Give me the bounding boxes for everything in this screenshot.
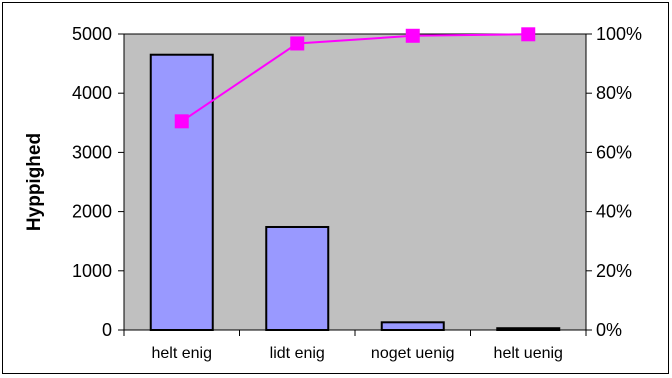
- cumulative-line: [181, 33, 529, 123]
- left-tick-label: 5000: [72, 24, 112, 44]
- left-tick-label: 2000: [72, 202, 112, 222]
- right-tick-label: 60%: [596, 142, 632, 162]
- right-axis-ticks: 0% 20% 40% 60% 80% 100%: [586, 24, 642, 340]
- line-marker-4: [521, 27, 536, 42]
- x-tick-label: helt enig: [152, 345, 213, 362]
- left-tick-label: 4000: [72, 83, 112, 103]
- right-tick-label: 0%: [596, 320, 622, 340]
- right-tick-label: 40%: [596, 202, 632, 222]
- left-axis-ticks: 0 1000 2000 3000 4000 5000: [72, 24, 124, 340]
- line-marker-1: [174, 114, 189, 129]
- bar-3: [380, 321, 445, 331]
- x-tick-label: noget uenig: [371, 345, 455, 362]
- right-tick-label: 20%: [596, 261, 632, 281]
- y-axis-label: Hyppighed: [24, 133, 45, 231]
- cumulative-line-series: [174, 27, 536, 129]
- x-tick-label: lidt enig: [270, 345, 325, 362]
- left-tick-label: 0: [102, 320, 112, 340]
- x-tick-label: helt uenig: [494, 345, 563, 362]
- right-tick-label: 80%: [596, 83, 632, 103]
- line-marker-3: [405, 28, 420, 43]
- left-tick-label: 1000: [72, 261, 112, 281]
- bar-1: [149, 53, 214, 331]
- right-tick-label: 100%: [596, 24, 642, 44]
- bar-2: [265, 225, 330, 332]
- left-tick-label: 3000: [72, 142, 112, 162]
- x-axis-ticks: helt enig lidt enig noget uenig helt uenig: [123, 330, 587, 362]
- bar-series: [149, 53, 561, 332]
- line-marker-2: [290, 36, 305, 51]
